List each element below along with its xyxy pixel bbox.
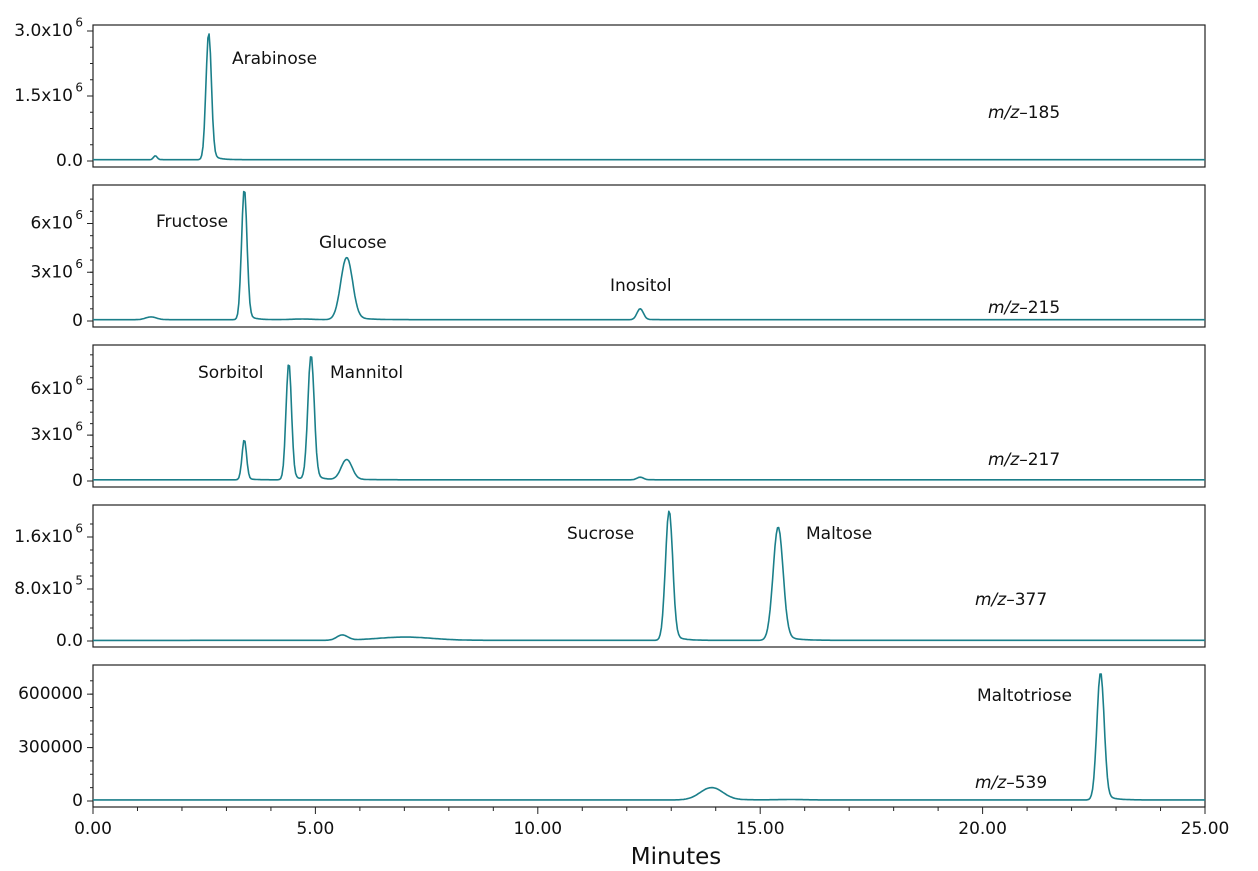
y-tick-label: 1.6x10 xyxy=(14,527,73,547)
y-tick-exponent: 5 xyxy=(75,574,83,588)
y-tick-label: 3.0x10 xyxy=(14,21,73,41)
y-tick-label: 0.0 xyxy=(56,151,83,171)
x-axis-label: Minutes xyxy=(631,844,722,870)
ion-label: m/z–217 xyxy=(988,450,1060,470)
panel-4: 0.0 8.0x10 5 1.6x10 6 Sucrose Maltose m/z–377 xyxy=(14,504,1206,651)
x-tick-label: 5.00 xyxy=(296,819,334,839)
panel-frame xyxy=(92,664,1206,808)
y-tick-label: 0 xyxy=(72,791,83,811)
x-tick-label: 20.00 xyxy=(958,819,1007,839)
ion-label: m/z–185 xyxy=(988,103,1060,123)
y-tick-exponent: 6 xyxy=(75,420,83,434)
y-tick-exponent: 6 xyxy=(75,374,83,388)
y-tick-exponent: 6 xyxy=(75,522,83,536)
trace-line xyxy=(93,190,1205,321)
x-tick-label: 15.00 xyxy=(736,819,785,839)
peak-label-inositol: Inositol xyxy=(610,276,672,296)
y-tick-label: 300000 xyxy=(18,738,83,758)
y-tick-exponent: 6 xyxy=(75,81,83,95)
y-tick-label: 0 xyxy=(72,471,83,491)
y-tick-label: 6x10 xyxy=(30,214,73,234)
y-tick-exponent: 6 xyxy=(75,208,83,222)
panel-frame xyxy=(92,184,1206,328)
trace-line xyxy=(93,673,1205,801)
panel-5: 0 300000 600000 Maltotriose m/z–539 xyxy=(18,664,1206,811)
peak-label-sucrose: Sucrose xyxy=(567,524,634,544)
x-tick-label: 25.00 xyxy=(1181,819,1230,839)
y-tick-label: 600000 xyxy=(18,684,83,704)
y-tick-exponent: 6 xyxy=(75,16,83,30)
ion-label: m/z–215 xyxy=(988,298,1060,318)
peak-label-glucose: Glucose xyxy=(319,233,387,253)
ion-label: m/z–539 xyxy=(975,773,1047,793)
panel-frame xyxy=(92,504,1206,648)
peak-label-fructose: Fructose xyxy=(156,212,228,232)
y-tick-label: 3x10 xyxy=(30,262,73,282)
ion-label: m/z–377 xyxy=(975,590,1047,610)
x-tick-label: 0.00 xyxy=(74,819,112,839)
peak-label-mannitol: Mannitol xyxy=(330,363,403,383)
trace-line xyxy=(93,356,1205,481)
trace-line xyxy=(93,510,1205,642)
peak-label-maltotriose: Maltotriose xyxy=(977,686,1072,706)
y-tick-label: 6x10 xyxy=(30,379,73,399)
panel-frame xyxy=(92,24,1206,168)
peak-label-sorbitol: Sorbitol xyxy=(198,363,264,383)
y-tick-label: 1.5x10 xyxy=(14,86,73,106)
peak-label-arabinose: Arabinose xyxy=(232,49,317,69)
y-tick-label: 3x10 xyxy=(30,425,73,445)
x-axis: 0.00 5.00 10.00 15.00 20.00 25.00 xyxy=(74,807,1229,839)
y-tick-label: 0.0 xyxy=(56,631,83,651)
trace-line xyxy=(93,33,1205,161)
x-tick-label: 10.00 xyxy=(513,819,562,839)
y-tick-exponent: 6 xyxy=(75,257,83,271)
peak-label-maltose: Maltose xyxy=(806,524,872,544)
y-tick-label: 0 xyxy=(72,311,83,331)
y-tick-label: 8.0x10 xyxy=(14,579,73,599)
panel-frame xyxy=(92,344,1206,488)
